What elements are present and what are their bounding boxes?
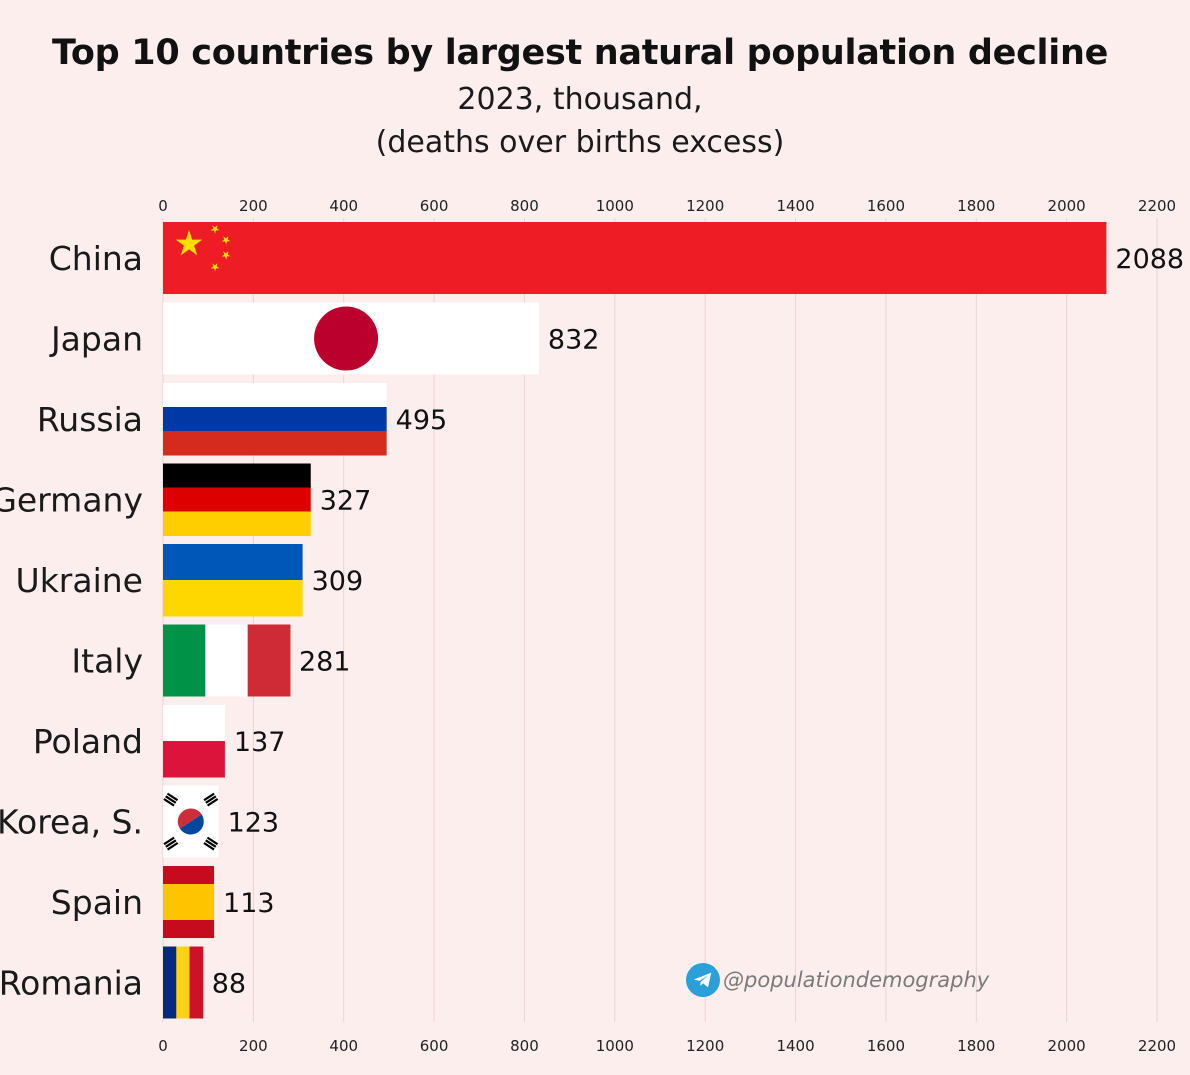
- value-label-romania: 88: [212, 969, 246, 1000]
- category-label-romania: Romania: [0, 964, 143, 1003]
- telegram-watermark: @populationdemography: [686, 963, 989, 997]
- value-label-russia: 495: [396, 405, 448, 436]
- x-tick-label-top: 1800: [957, 197, 995, 215]
- bar-china: [163, 222, 1107, 294]
- x-tick-label-top: 400: [329, 197, 358, 215]
- category-label-korea-s: Korea, S.: [0, 803, 143, 842]
- x-tick-label-bottom: 1400: [776, 1037, 814, 1055]
- category-label-japan: Japan: [49, 320, 143, 359]
- category-label-china: China: [49, 239, 143, 278]
- category-label-poland: Poland: [33, 722, 143, 761]
- x-tick-label-bottom: 200: [239, 1037, 268, 1055]
- x-tick-label-bottom: 1600: [867, 1037, 905, 1055]
- value-label-germany: 327: [320, 486, 372, 517]
- telegram-icon: [686, 963, 720, 997]
- category-label-ukraine: Ukraine: [16, 561, 143, 600]
- bar-poland: [163, 705, 225, 778]
- value-label-ukraine: 309: [312, 566, 364, 597]
- value-label-china: 2088: [1115, 244, 1184, 275]
- title-main: Top 10 countries by largest natural popu…: [51, 33, 1109, 73]
- category-label-spain: Spain: [51, 883, 143, 922]
- category-label-russia: Russia: [37, 400, 143, 439]
- x-tick-label-bottom: 1800: [957, 1037, 995, 1055]
- category-label-italy: Italy: [71, 642, 143, 681]
- x-tick-label-bottom: 600: [420, 1037, 449, 1055]
- bar-ukraine: [163, 544, 303, 617]
- watermark-handle: @populationdemography: [723, 968, 990, 992]
- value-label-spain: 113: [223, 888, 275, 919]
- x-tick-label-top: 2000: [1048, 197, 1086, 215]
- x-tick-label-top: 600: [420, 197, 449, 215]
- bar-romania: [163, 946, 204, 1019]
- title-sub-note: (deaths over births excess): [375, 125, 785, 160]
- x-tick-label-bottom: 1000: [596, 1037, 634, 1055]
- bar-italy: [163, 624, 291, 697]
- x-tick-label-top: 0: [158, 197, 168, 215]
- x-tick-label-top: 1400: [776, 197, 814, 215]
- x-tick-label-bottom: 2000: [1048, 1037, 1086, 1055]
- value-label-italy: 281: [299, 647, 351, 678]
- x-tick-label-top: 200: [239, 197, 268, 215]
- x-tick-label-bottom: 1200: [686, 1037, 724, 1055]
- value-label-japan: 832: [548, 325, 600, 356]
- bar-spain: [163, 866, 215, 938]
- x-tick-label-top: 1000: [596, 197, 634, 215]
- value-label-korea-s: 123: [228, 808, 280, 839]
- x-tick-label-bottom: 400: [329, 1037, 358, 1055]
- x-tick-label-top: 1600: [867, 197, 905, 215]
- bar-japan: [163, 302, 539, 375]
- bar-russia: [163, 383, 387, 456]
- chart-title: Top 10 countries by largest natural popu…: [0, 28, 1160, 164]
- x-tick-label-bottom: 0: [158, 1037, 168, 1055]
- x-tick-label-top: 800: [510, 197, 539, 215]
- category-label-germany: Germany: [0, 481, 143, 520]
- x-tick-label-bottom: 800: [510, 1037, 539, 1055]
- x-tick-label-bottom: 2200: [1138, 1037, 1176, 1055]
- title-sub-year: 2023, thousand,: [457, 82, 703, 117]
- x-tick-label-top: 1200: [686, 197, 724, 215]
- bar-korea-s: [163, 785, 219, 858]
- value-label-poland: 137: [234, 727, 286, 758]
- x-tick-label-top: 2200: [1138, 197, 1176, 215]
- bar-germany: [163, 463, 311, 536]
